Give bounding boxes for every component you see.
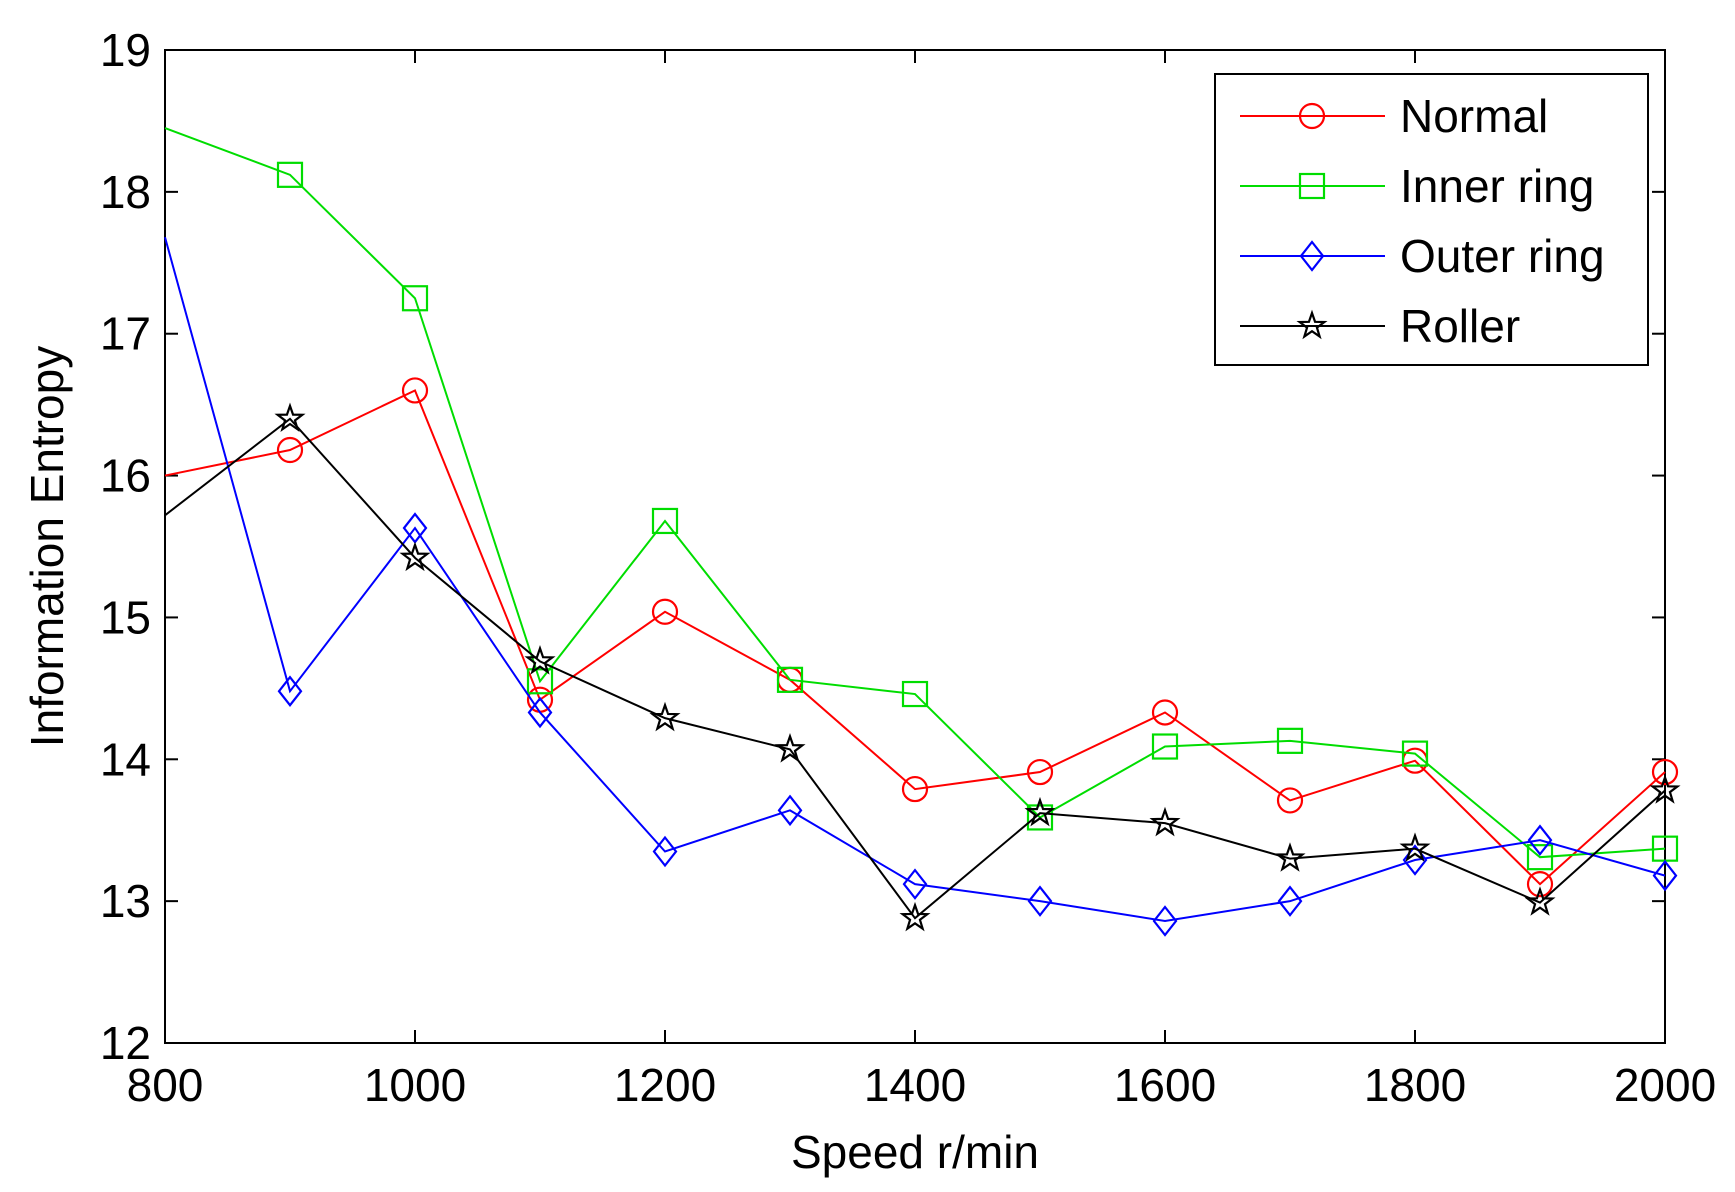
data-point bbox=[401, 377, 429, 404]
data-point bbox=[276, 161, 304, 188]
data-point bbox=[277, 675, 303, 707]
data-point bbox=[1526, 871, 1554, 898]
y-tick-label: 19 bbox=[100, 24, 151, 76]
y-tick-label: 14 bbox=[100, 733, 151, 785]
data-point bbox=[1026, 804, 1054, 831]
data-point bbox=[274, 402, 306, 433]
x-axis: 800 1000 1200 1400 1600 1800 2000 bbox=[127, 50, 1716, 1111]
data-point bbox=[774, 733, 806, 763]
data-point bbox=[1276, 787, 1304, 814]
legend-item: Roller bbox=[1240, 300, 1520, 352]
data-point bbox=[776, 666, 804, 693]
y-tick-label: 18 bbox=[100, 166, 151, 218]
x-tick-label: 1400 bbox=[864, 1059, 966, 1111]
x-tick-label: 2000 bbox=[1614, 1059, 1716, 1111]
y-tick-label: 12 bbox=[100, 1017, 151, 1069]
data-point bbox=[901, 775, 929, 803]
data-point bbox=[1026, 758, 1054, 786]
data-point bbox=[652, 835, 678, 868]
series-line bbox=[164, 417, 1666, 920]
y-tick-label: 15 bbox=[100, 591, 151, 643]
data-point bbox=[399, 541, 431, 572]
y-axis: 12 13 14 15 16 17 18 19 bbox=[100, 24, 1665, 1069]
data-point bbox=[1151, 699, 1179, 726]
legend-label: Outer ring bbox=[1400, 230, 1605, 282]
data-point bbox=[526, 668, 554, 695]
x-tick-label: 800 bbox=[127, 1059, 204, 1111]
legend-box bbox=[1214, 73, 1649, 366]
data-point bbox=[1276, 727, 1304, 754]
legend-marker bbox=[1298, 172, 1326, 200]
data-point bbox=[1152, 905, 1178, 937]
series-inner-ring bbox=[164, 127, 1679, 871]
data-point bbox=[1151, 733, 1179, 760]
legend-item: Normal bbox=[1240, 90, 1548, 142]
x-axis-title: Speed r/min bbox=[791, 1126, 1039, 1178]
data-point bbox=[276, 436, 304, 464]
x-tick-label: 1800 bbox=[1364, 1059, 1466, 1111]
x-tick-label: 1000 bbox=[364, 1059, 466, 1111]
legend: Normal Inner ring Outer ring Roller bbox=[1214, 73, 1649, 366]
legend-item: Inner ring bbox=[1240, 160, 1594, 212]
data-point bbox=[901, 680, 929, 708]
x-tick-label: 1600 bbox=[1114, 1059, 1216, 1111]
data-point bbox=[899, 901, 931, 932]
legend-label: Roller bbox=[1400, 300, 1520, 352]
series-roller bbox=[164, 402, 1681, 932]
data-point bbox=[902, 868, 928, 900]
legend-label: Inner ring bbox=[1400, 160, 1594, 212]
legend-marker bbox=[1299, 240, 1325, 272]
data-point bbox=[1651, 758, 1679, 786]
data-point bbox=[1027, 885, 1053, 917]
data-point bbox=[1399, 832, 1431, 862]
data-point bbox=[649, 701, 681, 732]
legend-marker bbox=[1298, 102, 1326, 130]
data-point bbox=[1526, 844, 1554, 871]
data-point bbox=[777, 794, 803, 827]
series-layer bbox=[164, 127, 1681, 937]
data-point bbox=[1277, 885, 1303, 917]
data-point bbox=[1274, 842, 1306, 872]
data-point bbox=[651, 507, 679, 535]
data-point bbox=[1649, 774, 1681, 804]
legend-label: Normal bbox=[1400, 90, 1548, 142]
series-line bbox=[164, 389, 1666, 886]
data-point bbox=[651, 598, 679, 625]
series-line bbox=[164, 236, 1666, 923]
x-tick-label: 1200 bbox=[614, 1059, 716, 1111]
y-tick-label: 16 bbox=[100, 450, 151, 502]
series-line bbox=[164, 127, 1666, 859]
y-tick-label: 13 bbox=[100, 875, 151, 927]
legend-item: Outer ring bbox=[1240, 230, 1605, 282]
data-point bbox=[524, 645, 556, 675]
data-point bbox=[1149, 806, 1181, 837]
data-point bbox=[1401, 740, 1429, 767]
data-point bbox=[1527, 824, 1553, 856]
data-point bbox=[1652, 859, 1678, 892]
legend-marker bbox=[1296, 309, 1328, 340]
y-axis-title: Information Entropy bbox=[21, 346, 73, 747]
data-point bbox=[401, 285, 429, 312]
y-tick-label: 17 bbox=[100, 308, 151, 360]
data-point bbox=[1024, 796, 1056, 827]
data-point bbox=[1524, 886, 1556, 916]
data-point bbox=[527, 696, 553, 729]
